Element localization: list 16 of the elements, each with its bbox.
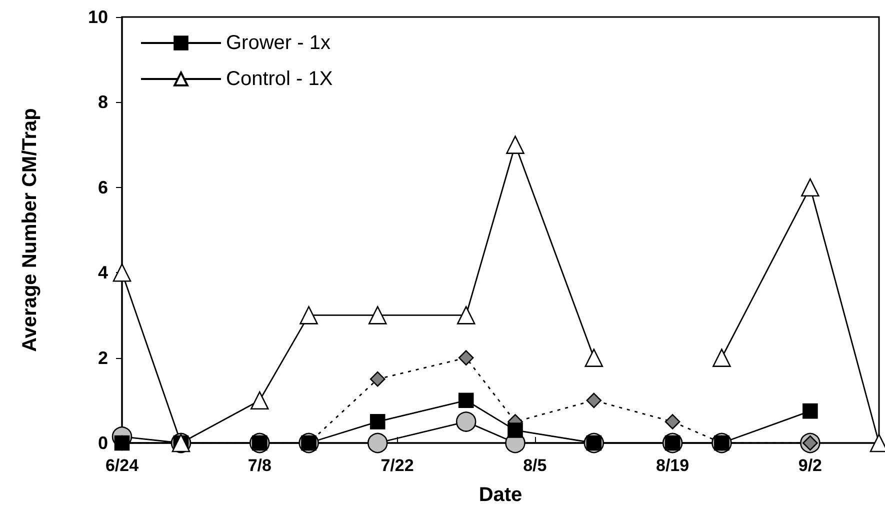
x-tick-label: 7/8 — [248, 456, 272, 475]
legend-label: Control - 1X — [226, 68, 333, 90]
x-tick-label: 9/2 — [798, 456, 822, 475]
y-tick-label: 10 — [88, 7, 108, 27]
x-tick-label: 7/22 — [380, 456, 414, 475]
y-tick-label: 6 — [98, 177, 108, 198]
y-axis-title: Average Number CM/Trap — [19, 108, 41, 352]
y-tick-label: 8 — [98, 92, 108, 112]
y-tick-label: 0 — [98, 433, 108, 453]
x-tick-label: 8/5 — [523, 456, 547, 475]
x-tick-label: 8/19 — [656, 456, 690, 475]
y-tick-label: 2 — [98, 348, 108, 368]
x-axis-title: Date — [478, 484, 522, 506]
legend-label: Grower - 1x — [226, 32, 330, 54]
x-tick-label: 6/24 — [105, 456, 140, 475]
y-tick-label: 4 — [98, 262, 108, 283]
